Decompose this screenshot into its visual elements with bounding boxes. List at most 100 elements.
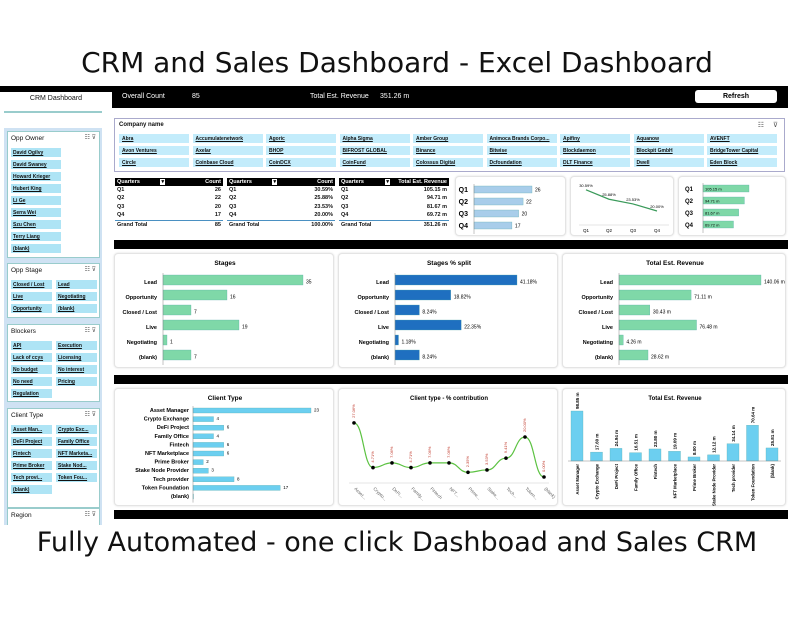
company-item[interactable]: Avon Ventures	[119, 146, 189, 155]
value-label: 17	[515, 224, 521, 230]
company-item[interactable]: Circle	[119, 158, 189, 167]
value-label: 98.85 m	[575, 392, 580, 409]
slicer-item[interactable]: Fintech	[11, 449, 52, 458]
company-item[interactable]: Blockdaemon	[560, 146, 630, 155]
slicer-item[interactable]: DeFi Project	[11, 437, 52, 446]
slicer-item[interactable]: Crypto Exc...	[56, 425, 97, 434]
company-item[interactable]: BIFROST GLOBAL	[339, 146, 410, 155]
company-item[interactable]: BHOP	[266, 146, 336, 155]
slicer-item[interactable]: Live	[11, 292, 52, 301]
revenue-label: Total Est. Revenue	[310, 93, 369, 100]
slicer-item[interactable]: Closed / Lost	[11, 280, 52, 289]
dropdown-icon[interactable]: ▾	[272, 179, 278, 185]
slicer-item[interactable]: (blank)	[11, 485, 52, 494]
company-item[interactable]: Alpha Sigma	[339, 134, 410, 143]
company-item[interactable]: Aquanow	[633, 134, 704, 143]
value-label: 6	[227, 451, 230, 456]
company-item[interactable]: BridgeTower Capital	[707, 146, 777, 155]
slicer-item[interactable]: Pricing	[56, 377, 97, 386]
slicer-item[interactable]: Execution	[56, 341, 97, 350]
filter-icon[interactable]: ☷ ⊽	[84, 267, 96, 273]
slicer-item[interactable]: Prime Broker	[11, 461, 52, 470]
value-label: 3.53%	[484, 453, 489, 465]
slicer-item[interactable]: Li Ge	[11, 196, 61, 205]
slicer-item[interactable]: Asset Man...	[11, 425, 52, 434]
value-label: 34.14 m	[731, 425, 736, 442]
category-label: Q2	[685, 199, 694, 205]
slicer-item[interactable]: Token Fou...	[56, 473, 97, 482]
slicer-item[interactable]: Lack of ccys	[11, 353, 52, 362]
value-label: 140.06 m	[764, 280, 785, 286]
slicer-item[interactable]: Licensing	[56, 353, 97, 362]
filter-icon[interactable]: ☷ ⊽	[84, 328, 96, 334]
refresh-button[interactable]: Refresh	[695, 90, 777, 103]
section-divider	[114, 375, 788, 384]
clear-filter-icon[interactable]: ⊽	[772, 122, 778, 129]
filter-icon[interactable]: ☷ ⊽	[84, 412, 96, 418]
section-divider	[114, 240, 788, 249]
slicer-item[interactable]: Lead	[56, 280, 97, 289]
company-item[interactable]: Bitwise	[486, 146, 557, 155]
filter-icon[interactable]: ☷ ⊽	[84, 135, 96, 141]
slicer-item[interactable]: Opportunity	[11, 304, 52, 313]
company-item[interactable]: CoinDCX	[266, 158, 336, 167]
slicer-item[interactable]: NFT Marketa...	[56, 449, 97, 458]
category-label: Crypto Exchange	[144, 417, 189, 423]
slicer-item[interactable]: (blank)	[56, 304, 97, 313]
company-item[interactable]: Blockpit GmbH	[633, 146, 704, 155]
company-item[interactable]: Binance	[413, 146, 483, 155]
value-label: 7	[194, 355, 197, 361]
slicer-item[interactable]: David Ogilvy	[11, 148, 61, 157]
category-label: Live	[378, 325, 389, 331]
slicer-item[interactable]: Terry Liang	[11, 232, 61, 241]
filter-icon[interactable]: ☷ ⊽	[84, 512, 96, 518]
company-item[interactable]: Dcfoundation	[486, 158, 557, 167]
company-item[interactable]: DLT Finance	[560, 158, 630, 167]
multiselect-icon[interactable]: ☷	[757, 122, 764, 129]
company-item[interactable]: CoinFund	[339, 158, 410, 167]
slicer-item[interactable]: No need	[11, 377, 52, 386]
category-label: Q3	[685, 211, 694, 217]
slicer-item[interactable]: Tech provi...	[11, 473, 52, 482]
slicer-item[interactable]: No budget	[11, 365, 52, 374]
bar	[618, 289, 692, 301]
table-cell: Q4	[229, 212, 237, 219]
slicer-item[interactable]: Howard Krieger	[11, 172, 61, 181]
bar	[473, 221, 513, 230]
slicer-item[interactable]: Family Office	[56, 437, 97, 446]
company-item[interactable]: Amber Group	[413, 134, 483, 143]
bar	[668, 451, 681, 462]
bar	[192, 442, 224, 448]
company-item[interactable]: Agoric	[266, 134, 336, 143]
company-item[interactable]: Eden Block	[707, 158, 777, 167]
slicer-item[interactable]: Stake Nod...	[56, 461, 97, 470]
value-label: 4	[217, 433, 220, 438]
slicer-item[interactable]: API	[11, 341, 52, 350]
company-item[interactable]: Accumulatenetwork	[192, 134, 263, 143]
company-item[interactable]: Colossus Digital	[413, 158, 483, 167]
company-item[interactable]: Animoca Brands Corpo...	[486, 134, 557, 143]
category-label: Lead	[600, 280, 613, 286]
bar	[618, 274, 762, 286]
slicer-item[interactable]: (blank)	[11, 244, 61, 253]
bar	[618, 334, 624, 346]
dropdown-icon[interactable]: ▾	[385, 179, 390, 185]
slicer-item[interactable]: David Swaney	[11, 160, 61, 169]
slicer-item[interactable]: Szu Chen	[11, 220, 61, 229]
slicer-item[interactable]: Hubert King	[11, 184, 61, 193]
slicer-item[interactable]: Negotiating	[56, 292, 97, 301]
slicer-item[interactable]: Serra Wei	[11, 208, 61, 217]
company-item[interactable]: AVENFT	[707, 134, 777, 143]
slicer-item[interactable]: Regulation	[11, 389, 52, 398]
dropdown-icon[interactable]: ▾	[160, 179, 166, 185]
company-item[interactable]: Axelar	[192, 146, 263, 155]
company-item[interactable]: Apifiny	[560, 134, 630, 143]
company-item[interactable]: Coinbase Cloud	[192, 158, 263, 167]
value-label: 94.71 m	[705, 199, 720, 204]
company-item[interactable]: Abra	[119, 134, 189, 143]
slicer-item[interactable]: No interest	[56, 365, 97, 374]
company-item[interactable]: Dwell	[633, 158, 704, 167]
column-header: Count	[317, 179, 333, 185]
column-header: Total Est. Revenue	[398, 179, 447, 185]
bar	[473, 209, 519, 218]
